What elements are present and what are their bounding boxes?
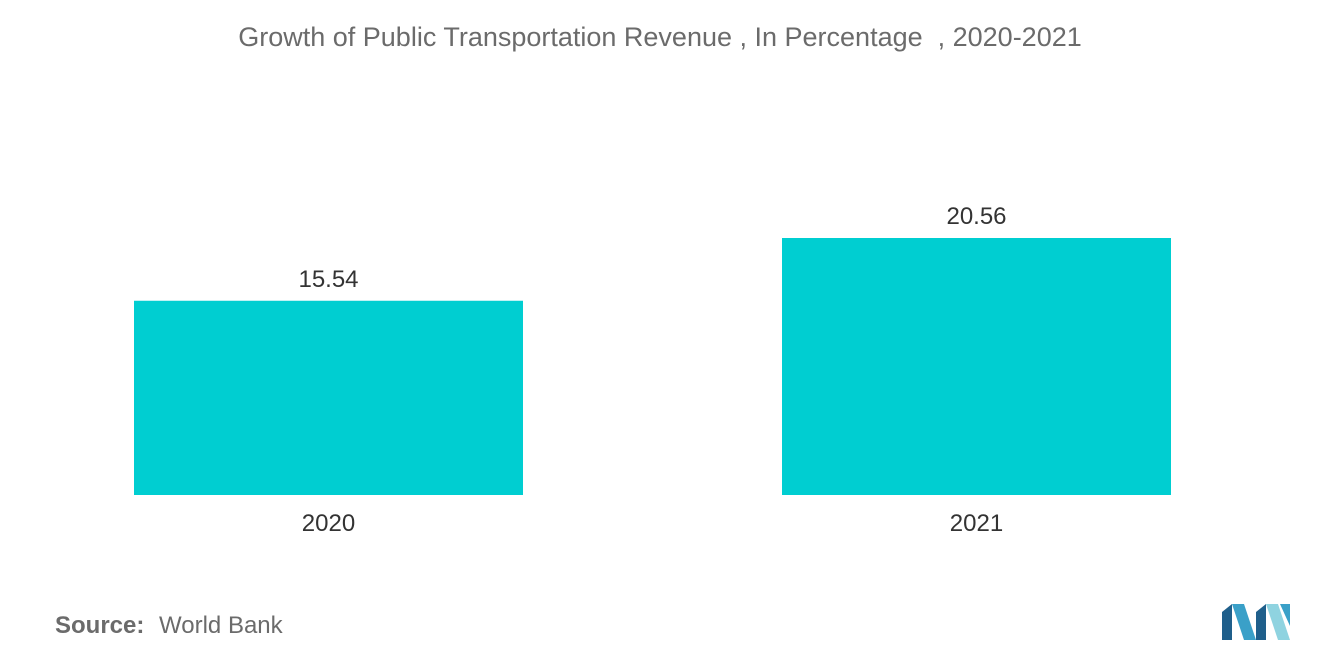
- x-tick-label-2021: 2021: [950, 510, 1003, 537]
- x-tick-label-2020: 2020: [302, 510, 355, 537]
- source-note: Source: World Bank: [55, 612, 283, 640]
- value-label-2020: 15.54: [298, 266, 358, 293]
- source-text: World Bank: [159, 612, 283, 639]
- source-label: Source:: [55, 612, 145, 639]
- bar-2020: [134, 300, 523, 495]
- bar-2021: [782, 238, 1171, 495]
- mordor-intelligence-logo-icon: [1222, 604, 1290, 640]
- value-label-2021: 20.56: [946, 203, 1006, 230]
- chart-title: Growth of Public Transportation Revenue …: [238, 22, 1082, 52]
